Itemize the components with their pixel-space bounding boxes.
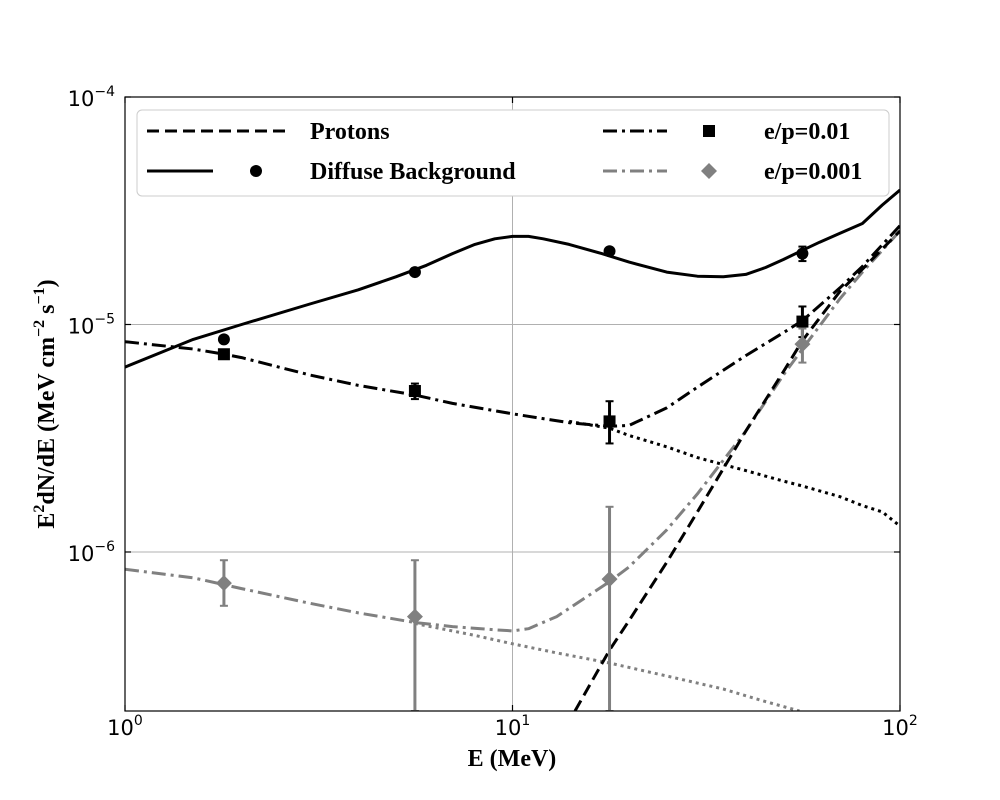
legend-background-marker (250, 165, 262, 177)
data-point-diffuse-background (796, 247, 809, 260)
grid-lines (125, 97, 900, 711)
series-line-diffuse-background (125, 188, 900, 369)
data-point-diffuse-background (408, 266, 421, 279)
x-tick-label: 100 (107, 713, 143, 740)
legend-box (136, 109, 890, 197)
axis-ticks: 100 101 102 10−6 10−5 10−4 (68, 84, 918, 740)
data-point-e-p-0-001 (601, 571, 618, 588)
series-line-e-p-0-001-total (125, 229, 900, 633)
data-point-diffuse-background (217, 333, 230, 346)
legend-ep001-label: e/p=0.01 (764, 119, 850, 145)
data-point-e-p-0-001 (215, 575, 232, 592)
plot-area (125, 188, 900, 711)
x-axis-title: E (MeV) (468, 746, 557, 772)
y-tick-label: 10−5 (68, 311, 115, 338)
data-point-e-p-0-01 (217, 348, 230, 361)
data-point-e-p-0-01 (796, 315, 809, 328)
legend-ep0001-marker (701, 163, 717, 179)
legend-background-label: Diffuse Background (310, 159, 516, 185)
legend: Protons Diffuse Background e/p=0.01 e/p=… (136, 109, 890, 197)
legend-ep001-marker (703, 125, 715, 137)
data-point-e-p-0-001 (406, 608, 423, 625)
legend-protons-label: Protons (310, 119, 390, 145)
x-tick-label: 101 (495, 713, 531, 740)
series-line-protons (573, 229, 900, 711)
data-point-e-p-0-001 (794, 336, 811, 353)
legend-ep0001-label: e/p=0.001 (764, 159, 862, 185)
x-tick-label: 102 (882, 713, 918, 740)
data-point-e-p-0-01 (408, 385, 421, 398)
data-point-e-p-0-01 (603, 415, 616, 428)
data-point-diffuse-background (603, 245, 616, 258)
series-line-e-p-0-01-bremsstrahlung (568, 419, 900, 528)
y-tick-label: 10−6 (68, 539, 115, 566)
y-tick-label: 10−4 (68, 84, 115, 111)
series-line-e-p-0-001-bremsstrahlung (414, 622, 800, 711)
y-axis-title: E2dN/dE (MeV cm−2 s−1) (31, 279, 60, 528)
